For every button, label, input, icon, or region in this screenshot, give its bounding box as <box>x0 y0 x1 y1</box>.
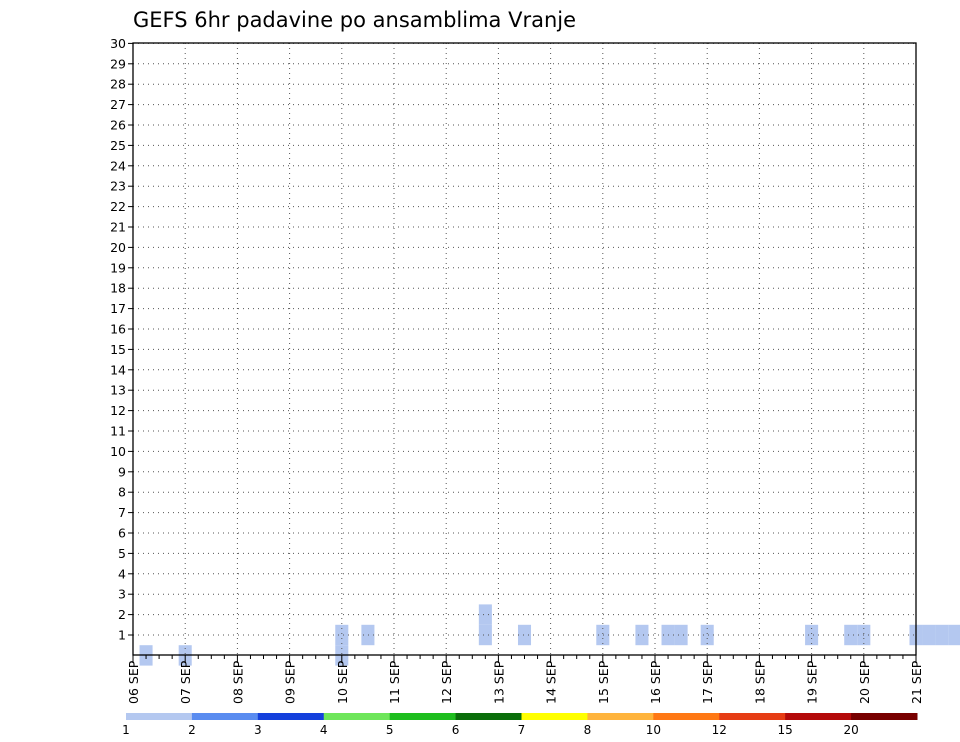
y-tick-label: 28 <box>110 77 126 92</box>
y-tick-label: 13 <box>110 383 126 398</box>
x-tick-label: 19 SEP <box>805 660 820 704</box>
colorbar-swatch <box>323 713 391 720</box>
grid-layer <box>133 42 917 655</box>
x-tick-label: 10 SEP <box>335 660 350 704</box>
precip-cell <box>935 624 949 646</box>
colorbar-swatch <box>521 713 588 720</box>
y-tick-label: 12 <box>110 403 126 418</box>
colorbar-label: 4 <box>320 723 328 737</box>
y-tick-label: 3 <box>118 587 126 602</box>
precip-cell <box>596 624 610 646</box>
x-tick-label: 21 SEP <box>909 660 924 704</box>
y-tick-label: 17 <box>110 301 126 316</box>
precip-cell <box>844 624 858 646</box>
y-tick-label: 26 <box>110 118 126 133</box>
colorbar-label: 15 <box>778 723 793 737</box>
colorbar-label: 10 <box>646 723 661 737</box>
x-tick-label: 17 SEP <box>700 660 715 704</box>
chart-title: GEFS 6hr padavine po ansamblima Vranje <box>133 8 576 32</box>
y-tick-label: 14 <box>110 362 126 377</box>
precip-cell <box>635 624 649 646</box>
precip-cell <box>361 624 375 646</box>
y-tick-label: 9 <box>118 464 126 479</box>
y-tick-label: 2 <box>118 607 126 622</box>
precip-cell <box>948 624 960 646</box>
y-tick-label: 22 <box>110 199 126 214</box>
colorbar-label: 5 <box>386 723 394 737</box>
precip-cell <box>478 624 492 646</box>
y-tick-label: 21 <box>110 220 126 235</box>
precip-cell <box>335 624 349 646</box>
colorbar: 1 2 3 4 5 6 7 8 10 12 15 20 <box>122 713 918 737</box>
cells-layer <box>139 604 960 666</box>
x-tick-label: 09 SEP <box>283 660 298 704</box>
colorbar-label: 3 <box>254 723 262 737</box>
x-tick-label: 14 SEP <box>544 660 559 704</box>
colorbar-swatch <box>191 713 259 720</box>
colorbar-swatch <box>587 713 654 720</box>
y-tick-label: 20 <box>110 240 126 255</box>
x-tick-label: 18 SEP <box>752 660 767 704</box>
colorbar-swatch <box>785 713 852 720</box>
colorbar-label: 12 <box>712 723 727 737</box>
precip-cell <box>517 624 532 646</box>
colorbar-label: 1 <box>122 723 130 737</box>
colorbar-swatch <box>389 713 457 720</box>
colorbar-swatch <box>455 713 522 720</box>
x-tick-label: 13 SEP <box>491 660 506 704</box>
colorbar-swatch <box>257 713 325 720</box>
x-tick-label: 16 SEP <box>648 660 663 704</box>
y-tick-label: 18 <box>110 281 126 296</box>
colorbar-label: 8 <box>584 723 592 737</box>
precip-cell <box>922 624 936 646</box>
colorbar-swatch <box>851 713 918 720</box>
colorbar-label: 6 <box>452 723 460 737</box>
y-tick-label: 25 <box>110 138 126 153</box>
x-tick-label: 15 SEP <box>596 660 611 704</box>
y-tick-label: 4 <box>118 566 126 581</box>
colorbar-swatch <box>719 713 786 720</box>
precip-cell <box>478 604 492 625</box>
x-tick-label: 07 SEP <box>178 660 193 704</box>
colorbar-swatch <box>653 713 720 720</box>
y-axis: 1234567891011121314151617181920212223242… <box>110 36 133 643</box>
colorbar-label: 2 <box>188 723 196 737</box>
x-tick-label: 08 SEP <box>230 660 245 704</box>
precip-cell <box>674 624 688 646</box>
y-tick-label: 29 <box>110 56 126 71</box>
y-tick-label: 16 <box>110 322 126 337</box>
y-tick-label: 11 <box>110 424 126 439</box>
y-tick-label: 5 <box>118 546 126 561</box>
y-tick-label: 1 <box>118 628 126 643</box>
y-tick-label: 10 <box>110 444 126 459</box>
y-tick-label: 19 <box>110 260 126 275</box>
y-tick-label: 7 <box>118 505 126 520</box>
colorbar-label: 7 <box>518 723 526 737</box>
x-tick-label: 12 SEP <box>439 660 454 704</box>
y-tick-label: 15 <box>110 342 126 357</box>
colorbar-label: 20 <box>843 723 858 737</box>
x-tick-label: 20 SEP <box>857 660 872 704</box>
y-tick-label: 24 <box>110 158 126 173</box>
x-tick-label: 06 SEP <box>126 660 141 704</box>
y-tick-label: 8 <box>118 485 126 500</box>
x-axis: 06 SEP 07 SEP 08 SEP 09 SEP 10 SEP 11 SEP 12 S… <box>126 655 924 704</box>
y-tick-label: 6 <box>118 526 126 541</box>
precip-cell <box>700 624 714 646</box>
colorbar-swatch <box>126 713 193 720</box>
x-tick-label: 11 SEP <box>387 660 402 704</box>
y-tick-label: 23 <box>110 179 126 194</box>
y-tick-label: 30 <box>110 36 126 51</box>
precip-cell <box>805 624 819 646</box>
y-tick-label: 27 <box>110 97 126 112</box>
